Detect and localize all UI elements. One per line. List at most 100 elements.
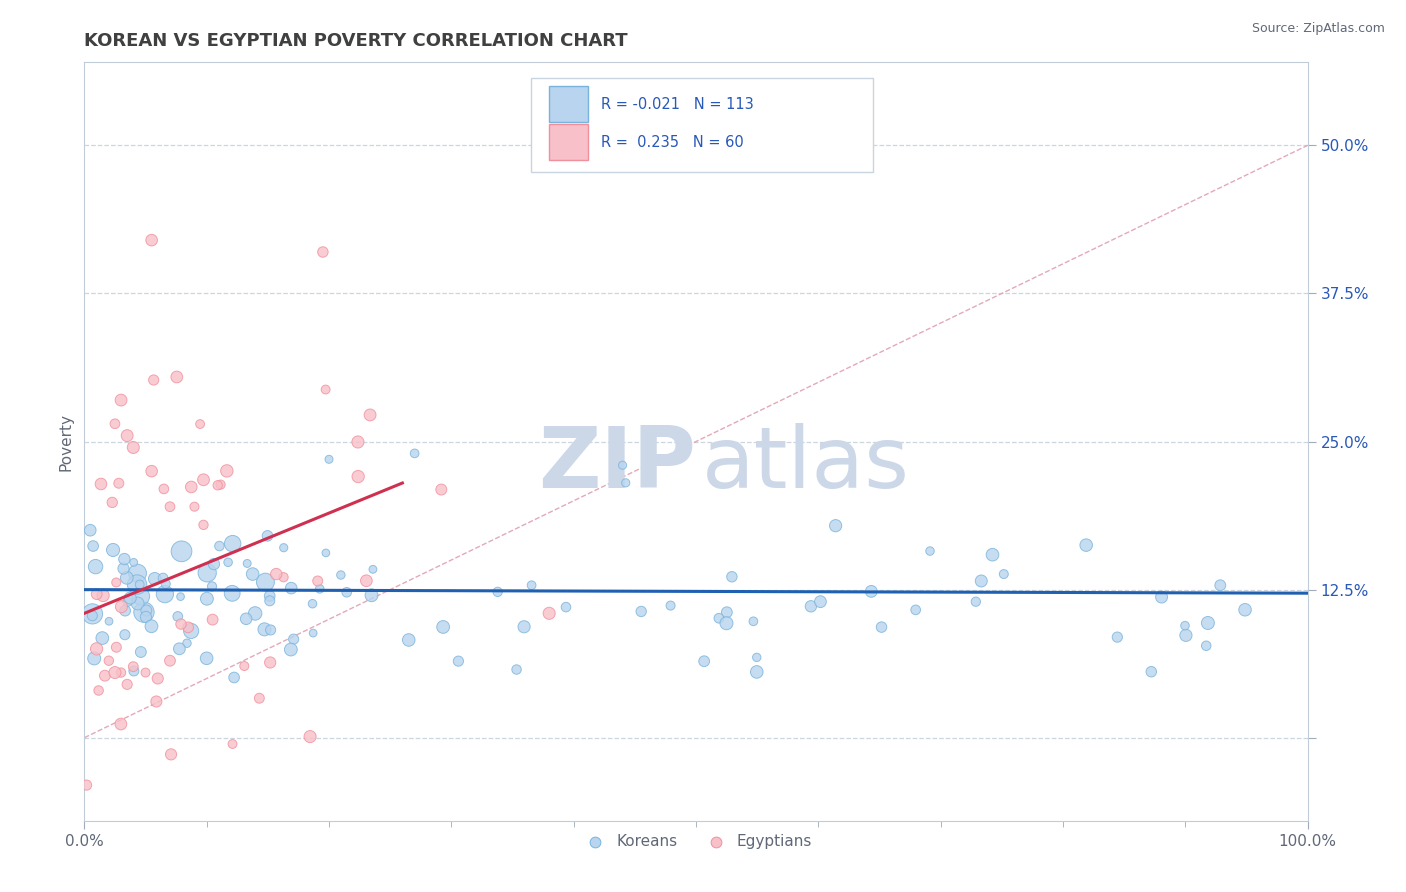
Point xyxy=(152,571,174,585)
Point xyxy=(101,495,124,509)
Point xyxy=(176,636,198,650)
Point xyxy=(347,434,370,449)
Point xyxy=(117,595,139,609)
Point xyxy=(207,478,229,492)
Point xyxy=(188,417,211,431)
Point xyxy=(114,628,136,642)
Point xyxy=(94,668,117,682)
Point xyxy=(447,654,470,668)
Point xyxy=(82,607,104,621)
Point xyxy=(254,575,277,590)
Point xyxy=(315,383,337,397)
Point xyxy=(112,561,135,575)
Point xyxy=(141,464,163,478)
Point xyxy=(122,664,145,678)
Point xyxy=(259,589,281,603)
Point xyxy=(91,589,114,603)
Point xyxy=(970,574,993,588)
Text: R = -0.021   N = 113: R = -0.021 N = 113 xyxy=(600,96,754,112)
Point xyxy=(110,665,132,680)
Point xyxy=(810,595,832,609)
Point xyxy=(127,577,149,591)
Point xyxy=(318,452,340,467)
Point xyxy=(299,730,322,744)
Point xyxy=(132,605,155,619)
Point xyxy=(612,458,634,473)
Point xyxy=(221,737,243,751)
Point xyxy=(659,599,682,613)
Point xyxy=(170,617,193,632)
Point xyxy=(153,587,176,601)
Point xyxy=(430,483,453,497)
Point xyxy=(122,441,145,455)
Point xyxy=(716,616,738,631)
Point xyxy=(432,620,454,634)
Point xyxy=(253,623,276,637)
Point xyxy=(904,603,927,617)
Point xyxy=(259,594,281,608)
Point xyxy=(105,640,128,655)
Point xyxy=(110,717,132,731)
Point xyxy=(301,597,323,611)
Point xyxy=(981,548,1004,562)
Point xyxy=(256,529,278,543)
Point xyxy=(1197,615,1219,630)
Point xyxy=(97,654,120,668)
Point xyxy=(1150,590,1173,604)
Point xyxy=(166,609,188,624)
Text: R =  0.235   N = 60: R = 0.235 N = 60 xyxy=(600,135,744,150)
Point xyxy=(115,571,138,585)
Point xyxy=(993,567,1015,582)
Point xyxy=(135,610,157,624)
Point xyxy=(555,600,578,615)
Point xyxy=(79,523,101,537)
Point xyxy=(143,572,166,586)
Point xyxy=(112,552,135,566)
Point xyxy=(273,541,295,555)
Point xyxy=(721,570,744,584)
Point xyxy=(707,611,730,625)
Point xyxy=(193,473,215,487)
Point xyxy=(312,244,335,259)
Point xyxy=(1195,639,1218,653)
Point xyxy=(1174,628,1197,642)
Point xyxy=(82,608,104,623)
Point xyxy=(153,482,176,496)
Point xyxy=(280,642,302,657)
Point xyxy=(160,747,183,762)
FancyBboxPatch shape xyxy=(550,86,588,122)
Point xyxy=(283,632,305,647)
Point xyxy=(183,500,205,514)
Point xyxy=(742,615,765,629)
FancyBboxPatch shape xyxy=(531,78,873,172)
Point xyxy=(280,581,302,595)
Point xyxy=(918,544,941,558)
Point xyxy=(1140,665,1163,679)
Point xyxy=(693,654,716,668)
Point xyxy=(120,591,142,605)
Text: Source: ZipAtlas.com: Source: ZipAtlas.com xyxy=(1251,22,1385,36)
Point xyxy=(404,446,426,460)
Point xyxy=(128,577,150,591)
Point xyxy=(361,562,384,576)
Point xyxy=(236,557,259,571)
Point xyxy=(115,677,138,691)
Point xyxy=(716,605,738,619)
Point xyxy=(91,631,114,645)
Point xyxy=(104,665,127,680)
Point xyxy=(1174,618,1197,632)
Point xyxy=(180,624,202,638)
Point xyxy=(359,408,381,422)
Point xyxy=(141,233,163,247)
Point xyxy=(273,570,295,584)
Point xyxy=(86,641,108,656)
Point xyxy=(166,370,188,384)
Point xyxy=(155,577,177,591)
Point xyxy=(122,555,145,569)
Point xyxy=(264,567,287,582)
Legend: Koreans, Egyptians: Koreans, Egyptians xyxy=(574,828,818,855)
Point xyxy=(221,586,243,600)
Point xyxy=(486,585,509,599)
Point xyxy=(209,477,232,491)
Point xyxy=(965,595,987,609)
